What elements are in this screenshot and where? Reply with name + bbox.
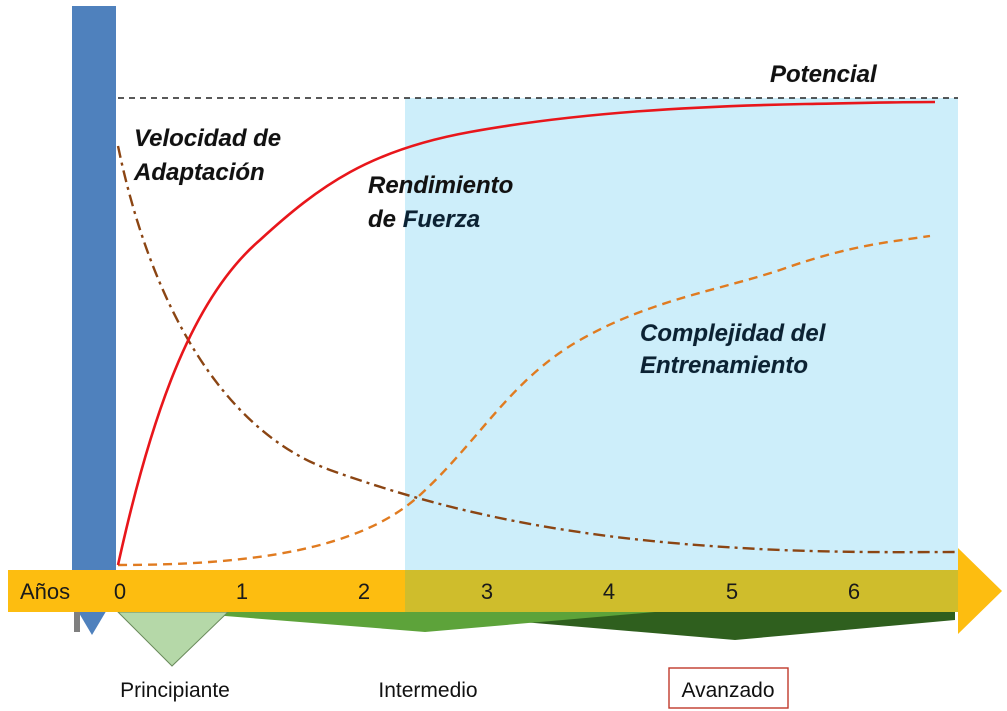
training-complexity-label-line1: Complejidad del (640, 320, 827, 347)
training-complexity-curve (117, 234, 931, 567)
strength-performance-curve (116, 100, 936, 566)
vertical-start-bar (72, 6, 116, 602)
strength-performance-label-line1: Rendimiento (368, 172, 513, 199)
strength-label-prefix: de (368, 206, 403, 233)
adaptation-rate-label-line1: Velocidad de (134, 125, 281, 152)
years-axis-bar-advanced (405, 570, 958, 612)
adaptation-rate-curve (116, 145, 956, 554)
adaptation-rate-label-line2: Adaptación (133, 159, 265, 186)
tick-4: 4 (603, 579, 615, 604)
years-axis-bar (8, 570, 405, 612)
years-axis-arrowhead (958, 548, 1002, 634)
vertical-bar-base (74, 612, 80, 632)
advanced-stage-label: Avanzado (681, 679, 774, 702)
training-complexity-label-line2: Entrenamiento (640, 352, 808, 379)
tick-5: 5 (726, 579, 738, 604)
tick-6: 6 (848, 579, 860, 604)
vertical-bar-arrow (76, 608, 108, 635)
tick-1: 1 (236, 579, 248, 604)
beginner-stage-label: Principiante (120, 679, 230, 702)
tick-0: 0 (114, 579, 126, 604)
tick-2: 2 (358, 579, 370, 604)
intermediate-stage-label: Intermedio (378, 679, 477, 702)
years-axis-label: Años (20, 579, 70, 604)
advanced-zone-background (405, 98, 958, 570)
strength-label-word: Fuerza (403, 206, 480, 233)
beginner-triangle (116, 611, 230, 667)
strength-performance-label-line2: de Fuerza (368, 206, 480, 233)
tick-3: 3 (481, 579, 493, 604)
potential-label: Potencial (770, 61, 878, 88)
advanced-stage-box (668, 667, 789, 709)
intermediate-triangle (175, 612, 655, 632)
